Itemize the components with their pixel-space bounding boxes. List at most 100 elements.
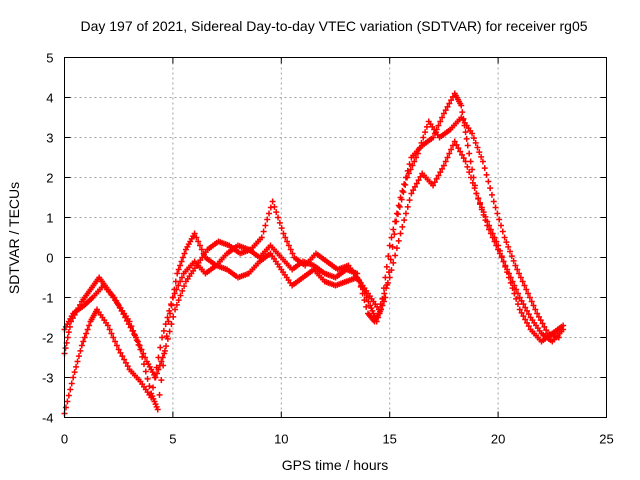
data-point [472,139,479,146]
data-point [158,358,165,365]
data-point [278,225,285,232]
data-point [166,307,173,314]
data-point [539,320,546,327]
data-point [104,322,111,329]
data-point [116,304,123,311]
data-point [389,243,396,250]
y-tick-label: 3 [46,131,53,146]
data-point [407,166,414,173]
data-point [80,338,87,345]
data-point [381,290,388,297]
data-point [433,175,440,182]
data-point [448,146,455,153]
data-point [401,217,408,224]
x-tick-label: 25 [599,432,613,447]
data-point [502,262,509,269]
data-point [431,179,438,186]
data-point [191,230,198,237]
data-point [513,295,520,302]
data-point [177,292,184,299]
x-axis-label: GPS time / hours [282,457,389,473]
data-point [525,311,532,318]
data-point [390,259,397,266]
data-point [484,222,491,229]
data-point [163,343,170,350]
data-point [180,254,187,261]
data-point [469,179,476,186]
data-point [131,331,138,338]
data-point [543,327,550,334]
y-tick-label: 0 [46,251,53,266]
data-point [133,334,140,341]
data-point [423,123,430,130]
data-point [171,290,178,297]
data-point [480,211,487,218]
data-point [496,216,503,223]
data-point [125,321,132,328]
x-tick-label: 5 [169,432,176,447]
data-point [488,191,495,198]
data-point [86,322,93,329]
data-point [444,103,451,110]
data-point [463,135,470,142]
data-point [466,169,473,176]
data-point [111,294,118,301]
data-point [439,165,446,172]
data-point [490,198,497,205]
data-point [271,203,278,210]
data-point [473,190,480,197]
data-point [122,359,129,366]
data-point [521,282,528,289]
data-point [510,257,517,264]
data-point [195,238,202,245]
data-point [73,363,80,370]
data-point [275,214,282,221]
data-point [284,238,291,245]
data-point [172,306,179,313]
data-point [266,210,273,217]
data-point [146,383,153,390]
data-point [154,370,161,377]
data-point [168,321,175,328]
data-point [179,287,186,294]
data-point [524,307,531,314]
data-point [385,253,392,260]
data-point [74,358,81,365]
data-point [168,301,175,308]
data-point [173,301,180,308]
data-point [511,282,518,289]
data-point [383,263,390,270]
data-point [514,301,521,308]
data-point [520,301,527,308]
data-point [500,258,507,265]
data-point [269,198,276,205]
data-point [388,234,395,241]
data-point [399,187,406,194]
data-point [142,354,149,361]
data-point [444,154,451,161]
data-point [509,278,516,285]
data-point [522,304,529,311]
data-point [482,217,489,224]
data-point [404,203,411,210]
data-point [396,203,403,210]
data-point [487,185,494,192]
x-tick-label: 10 [274,432,288,447]
data-point [65,329,72,336]
data-point [408,190,415,197]
data-point [516,270,523,277]
data-point [481,165,488,172]
data-point [415,177,422,184]
data-point [159,334,166,341]
data-point [166,328,173,335]
data-point [175,282,182,289]
data-point [81,334,88,341]
data-point [122,314,129,321]
data-point [534,310,541,317]
grid-lines [64,57,607,418]
data-point [356,278,363,285]
data-point [112,338,119,345]
data-point [142,368,149,375]
data-point [373,318,380,325]
y-tick-label: -2 [42,331,54,346]
